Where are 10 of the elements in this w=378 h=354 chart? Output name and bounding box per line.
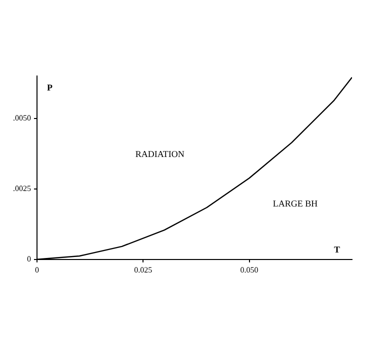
x-tick-label: 0.050 bbox=[240, 265, 258, 274]
y-tick-label: .0025 bbox=[13, 184, 31, 193]
y-axis-title: P bbox=[47, 82, 53, 92]
y-tick-label: 0 bbox=[27, 254, 31, 264]
y-tick-label: .0050 bbox=[13, 113, 31, 122]
annotation: RADIATION bbox=[135, 149, 185, 160]
annotation: LARGE BH bbox=[272, 198, 318, 209]
x-axis-title: T bbox=[334, 244, 340, 255]
x-tick-label: 0 bbox=[35, 265, 39, 274]
x-tick-label: 0.025 bbox=[134, 265, 152, 274]
